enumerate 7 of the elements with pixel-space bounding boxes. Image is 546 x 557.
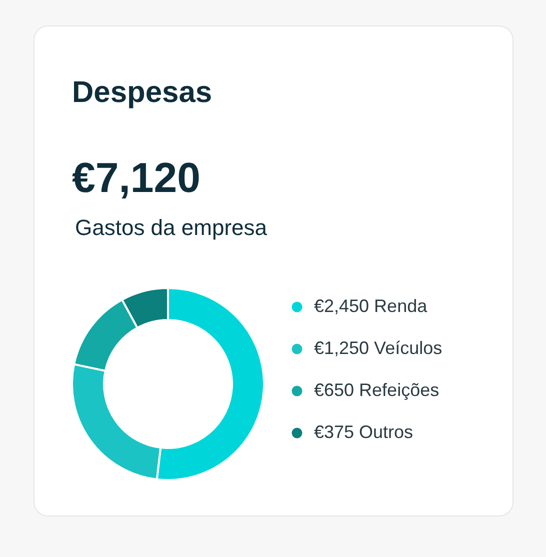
chart-title: Despesas	[72, 76, 212, 109]
legend-label: €1,250 Veículos	[314, 338, 442, 358]
legend-label: €2,450 Renda	[314, 296, 428, 316]
legend-label: €650 Refeições	[314, 380, 440, 400]
legend-label: €375 Outros	[314, 422, 414, 442]
chart-subtitle: Gastos da empresa	[75, 215, 268, 240]
text: €7,120	[72, 154, 200, 201]
